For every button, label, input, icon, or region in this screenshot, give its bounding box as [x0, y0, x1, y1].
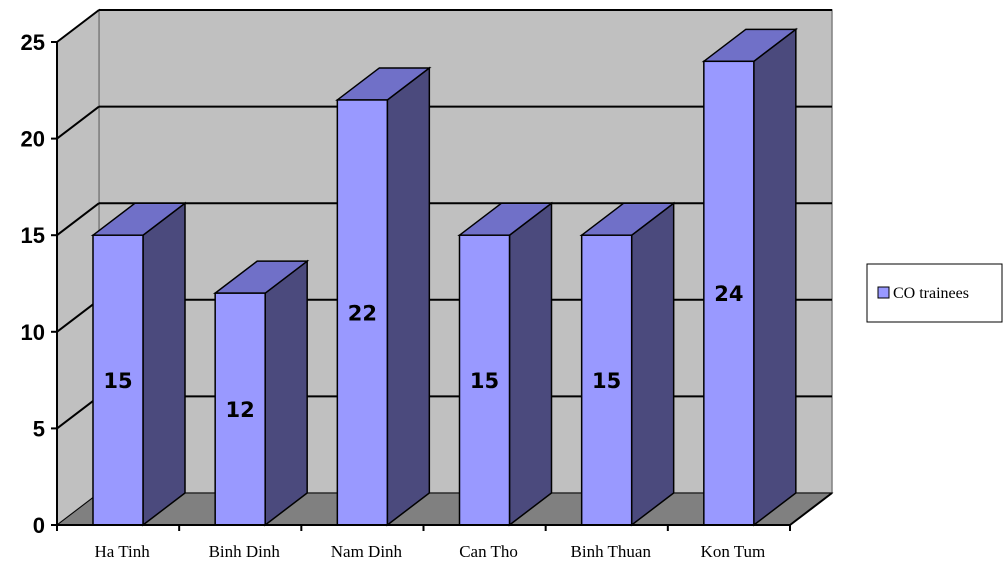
data-label: 24 [714, 282, 743, 306]
bars: 15 12 22 15 15 24 [90, 27, 799, 527]
bar-front [336, 99, 389, 526]
data-label: 15 [470, 369, 499, 393]
gridline-side [56, 105, 100, 140]
bar-side [508, 201, 553, 527]
y-tick-label: 5 [33, 416, 45, 441]
data-label: 15 [103, 369, 132, 393]
y-tick-label: 20 [21, 127, 45, 152]
y-tick-label: 25 [21, 30, 45, 55]
gridline-side [56, 395, 100, 430]
x-tick-label: Ha Tinh [94, 542, 150, 561]
legend-swatch [877, 286, 890, 299]
data-label: 12 [226, 398, 255, 422]
gridline-side [56, 299, 100, 333]
y-tick-label: 10 [21, 320, 45, 345]
bar: 22 [335, 66, 432, 527]
bar: 12 [212, 259, 310, 527]
y-tick-label: 0 [33, 513, 45, 538]
x-tick-label: Binh Dinh [209, 542, 281, 561]
data-label: 15 [592, 369, 621, 393]
bar-side [386, 66, 431, 527]
gridline-side [56, 202, 100, 236]
bar-front [703, 60, 755, 526]
bar: 15 [457, 201, 554, 527]
gridline-side [56, 9, 100, 43]
x-axis-line-end [789, 492, 833, 526]
bar-side [264, 259, 308, 527]
x-axis: Ha Tinh Binh Dinh Nam Dinh Can Tho Binh Thua… [56, 492, 833, 561]
legend: CO trainees [866, 263, 1003, 323]
x-tick-label: Kon Tum [701, 542, 766, 561]
bar-front [580, 234, 633, 526]
x-tick-label: Binh Thuan [571, 542, 652, 561]
bar: 15 [90, 201, 188, 527]
x-tick-label: Nam Dinh [331, 542, 403, 561]
y-axis: 0 5 10 15 20 25 [21, 30, 58, 538]
bar-front [92, 234, 144, 526]
x-tick-label: Can Tho [459, 542, 518, 561]
legend-label: CO trainees [893, 285, 969, 302]
bar-side [142, 201, 186, 527]
bar-front [458, 234, 511, 526]
bar: 24 [701, 27, 799, 527]
y-tick-label: 15 [21, 223, 45, 248]
bar-side [753, 27, 797, 527]
data-label: 22 [348, 301, 377, 325]
bar-side [630, 201, 675, 527]
bar: 15 [579, 201, 676, 527]
